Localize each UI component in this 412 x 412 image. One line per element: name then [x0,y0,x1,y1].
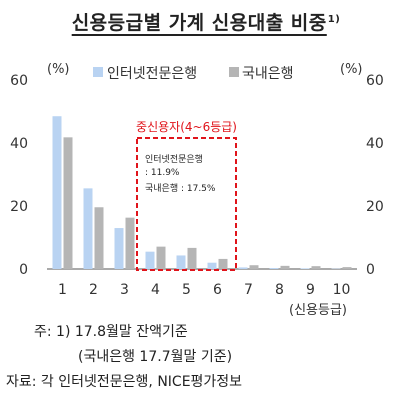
title-text: 신용등급별 가계 신용대출 비중 [71,12,327,34]
bar-domestic-bank [311,266,321,269]
footnote-2: (국내은행 17.7월말 기준) [78,349,233,365]
bar-domestic-bank [156,246,166,269]
footnote-1: 주: 1) 17.8월말 잔액기준 [34,324,188,340]
bar-domestic-bank [342,267,352,269]
y-tick-left: 20 [10,199,28,215]
legend-swatch-domestic-bank [229,67,239,77]
y-axis-unit-left: (%) [47,62,70,77]
source-note: 자료: 각 인터넷전문은행, NICE평가정보 [6,374,243,390]
bar-domestic-bank [280,265,290,269]
bar-internet-bank [52,116,62,269]
bar-domestic-bank [249,265,259,269]
x-tick-label: 5 [182,282,191,298]
x-tick-label: 7 [244,282,253,298]
annotation-line-3: 국내은행 : 17.5% [145,182,216,194]
y-tick-right: 20 [366,199,384,215]
mid-credit-highlight-box [136,137,237,271]
title-footnote-mark: 1) [327,13,341,25]
x-tick-label: 1 [58,282,67,298]
x-tick-label: 3 [120,282,129,298]
x-axis-label: (신용등급) [289,303,347,318]
bar-internet-bank [83,188,93,269]
x-tick-label: 4 [151,282,160,298]
y-tick-left: 0 [19,262,28,278]
annotation-title: 중신용자(4~6등급) [136,120,237,134]
y-tick-left: 40 [10,136,28,152]
bar-domestic-bank [187,247,197,269]
bar-internet-bank [269,268,279,269]
y-tick-right: 40 [366,136,384,152]
chart-title: 신용등급별 가계 신용대출 비중1) [0,8,412,35]
legend-label-domestic-bank: 국내은행 [242,66,294,82]
y-tick-right: 60 [366,73,384,89]
bar-domestic-bank [218,258,228,269]
x-tick-label: 10 [333,282,351,298]
y-tick-right: 0 [366,262,375,278]
y-tick-left: 60 [10,73,28,89]
legend-swatch-internet-bank [93,67,103,77]
annotation-line-2: : 11.9% [145,168,180,178]
bar-internet-bank [114,228,124,269]
x-tick-label: 9 [306,282,315,298]
bar-internet-bank [176,255,186,269]
annotation-line-1: 인터넷전문은행 [145,153,203,165]
legend-label-internet-bank: 인터넷전문은행 [107,66,197,82]
x-tick-label: 2 [89,282,98,298]
bar-domestic-bank [125,217,135,269]
bar-internet-bank [207,262,217,269]
bar-internet-bank [300,268,310,269]
bar-domestic-bank [63,137,73,269]
bar-internet-bank [238,267,248,269]
x-tick-label: 8 [275,282,284,298]
y-axis-unit-right: (%) [340,62,363,77]
bar-domestic-bank [94,207,104,269]
bar-internet-bank [145,251,155,269]
x-tick-label: 6 [213,282,222,298]
